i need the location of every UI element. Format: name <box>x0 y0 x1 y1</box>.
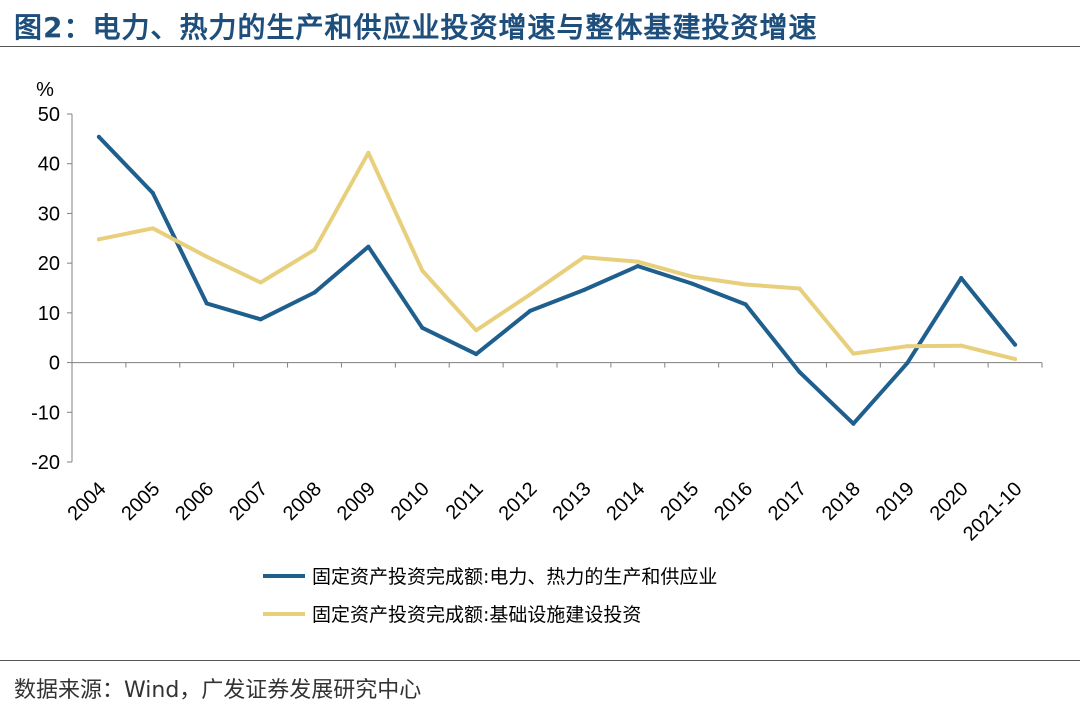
x-tick-label: 2014 <box>602 478 649 525</box>
x-tick-label: 2016 <box>710 478 757 525</box>
data-point <box>905 344 910 349</box>
data-point <box>635 259 640 264</box>
data-point <box>528 308 533 313</box>
data-point <box>204 301 209 306</box>
x-tick-label: 2012 <box>495 478 542 525</box>
x-tick-label: 2019 <box>872 478 919 525</box>
x-tick-label: 2021-10 <box>959 478 1026 545</box>
y-tick-label: 0 <box>49 353 60 375</box>
bottom-divider <box>0 660 1080 661</box>
data-point <box>420 325 425 330</box>
y-tick-label: 20 <box>38 253 60 275</box>
data-point <box>366 244 371 249</box>
x-tick-label: 2020 <box>926 478 973 525</box>
data-point <box>528 292 533 297</box>
data-point <box>851 351 856 356</box>
y-tick-label: -20 <box>31 452 60 474</box>
y-tick-label: 50 <box>38 104 60 126</box>
data-point <box>1013 342 1018 347</box>
data-point <box>474 328 479 333</box>
data-point <box>851 421 856 426</box>
data-point <box>96 134 101 139</box>
data-point <box>312 290 317 295</box>
data-point <box>366 150 371 155</box>
x-tick-label: 2010 <box>387 478 434 525</box>
data-point <box>204 254 209 259</box>
data-point <box>689 274 694 279</box>
y-tick-label: 30 <box>38 203 60 225</box>
data-point <box>635 264 640 269</box>
x-tick-label: 2018 <box>818 478 865 525</box>
data-point <box>96 237 101 242</box>
top-divider <box>0 46 1080 47</box>
data-point <box>258 317 263 322</box>
data-point <box>581 287 586 292</box>
data-point <box>959 343 964 348</box>
data-point <box>474 352 479 357</box>
data-point <box>150 191 155 196</box>
data-point <box>689 281 694 286</box>
x-tick-label: 2007 <box>225 478 272 525</box>
data-point <box>312 247 317 252</box>
x-tick-label: 2004 <box>63 478 110 525</box>
data-point <box>743 302 748 307</box>
chart-title: 图2：电力、热力的生产和供应业投资增速与整体基建投资增速 <box>14 11 818 44</box>
x-tick-label: 2013 <box>548 478 595 525</box>
data-point <box>258 280 263 285</box>
data-point <box>959 276 964 281</box>
data-point <box>905 361 910 366</box>
series-line-1 <box>96 134 1018 426</box>
x-tick-label: 2005 <box>117 478 164 525</box>
data-point <box>797 370 802 375</box>
data-point <box>1013 357 1018 362</box>
data-point <box>420 268 425 273</box>
x-tick-label: 2009 <box>333 478 380 525</box>
y-tick-label: -10 <box>31 402 60 424</box>
x-tick-label: 2017 <box>764 478 811 525</box>
x-tick-label: 2006 <box>171 478 218 525</box>
y-axis-unit-label: % <box>36 79 54 101</box>
y-tick-label: 40 <box>38 154 60 176</box>
data-point <box>150 226 155 231</box>
data-point <box>743 282 748 287</box>
data-point <box>797 286 802 291</box>
series-line-2 <box>96 150 1018 362</box>
y-tick-label: 10 <box>38 303 60 325</box>
x-tick-label: 2015 <box>656 478 703 525</box>
x-tick-label: 2008 <box>279 478 326 525</box>
legend-label-2: 固定资产投资完成额:基础设施建设投资 <box>312 604 641 626</box>
source-note: 数据来源：Wind，广发证券发展研究中心 <box>14 678 422 703</box>
data-point <box>581 255 586 260</box>
x-tick-label: 2011 <box>442 478 488 524</box>
legend-label-1: 固定资产投资完成额:电力、热力的生产和供应业 <box>312 566 717 588</box>
